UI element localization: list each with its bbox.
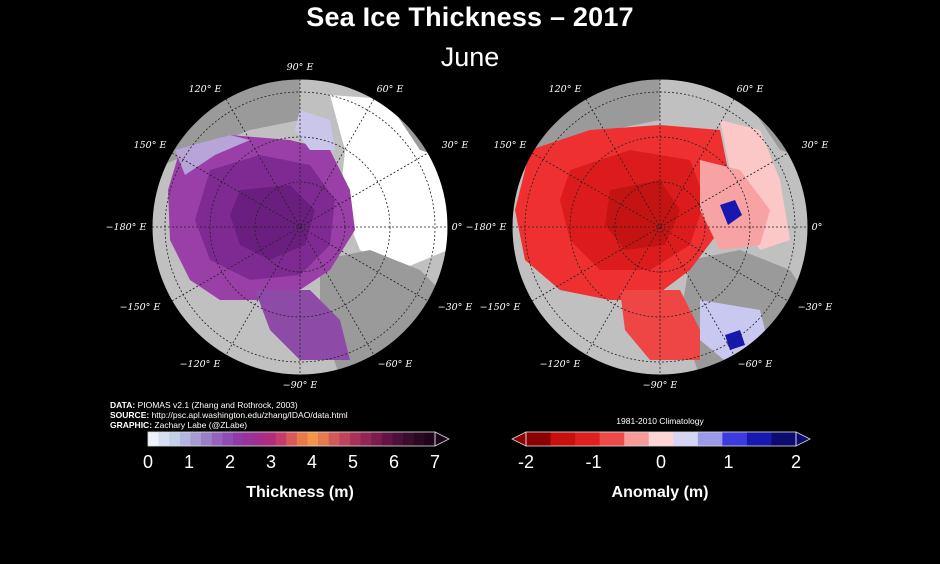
- colorbar-swatch: [360, 432, 372, 446]
- colorbar-swatch: [264, 432, 276, 446]
- lon-label-m90e: −90° E: [283, 380, 318, 391]
- colorbar-swatch: [526, 432, 551, 446]
- data-label: DATA:: [110, 400, 136, 410]
- chart-title: Sea Ice Thickness – 2017: [306, 2, 634, 32]
- colorbar-tick-label: -2: [517, 452, 534, 472]
- lon-label-90e: 90° E: [287, 62, 314, 73]
- lon-label-m180e: −180° E: [106, 222, 147, 233]
- colorbar-swatch: [307, 432, 319, 446]
- colorbar-swatch: [158, 432, 170, 446]
- colorbar-swatch: [190, 432, 202, 446]
- colorbar-swatch: [371, 432, 383, 446]
- thickness-colorbar: [147, 431, 450, 447]
- colorbar-swatch: [201, 432, 213, 446]
- colorbar-tick-label: 4: [306, 452, 317, 472]
- colorbar-swatch: [599, 432, 625, 446]
- lon-label-120e: 120° E: [189, 84, 222, 95]
- lon-label-m120e: −120° E: [180, 359, 221, 370]
- colorbar-tick-label: 2: [790, 452, 801, 472]
- colorbar-swatch: [211, 432, 223, 446]
- colorbar-tick-label: 0: [655, 452, 666, 472]
- lon-label-150e: 150° E: [134, 140, 167, 151]
- lon-label-30e: 30° E: [442, 140, 469, 151]
- colorbar-swatch: [697, 432, 723, 446]
- colorbar-swatch: [148, 432, 159, 446]
- lon-label-120e-right: 120° E: [549, 84, 582, 95]
- colorbar-tick-label: 1: [183, 452, 194, 472]
- colorbar-border: [147, 431, 436, 447]
- colorbar-swatch: [275, 432, 287, 446]
- colorbar-swatch: [349, 432, 361, 446]
- colorbar-tick-label: 3: [265, 452, 276, 472]
- lon-label-m90e-right: −90° E: [643, 380, 678, 391]
- colorbar-swatch: [233, 432, 244, 446]
- lon-label-30e-right: 30° E: [802, 140, 829, 151]
- lon-label-m120e-right: −120° E: [540, 359, 581, 370]
- anomaly-colorbar: [511, 431, 811, 447]
- colorbar-swatch: [179, 432, 191, 446]
- colorbar-swatch: [381, 432, 393, 446]
- graphic-text: Zachary Labe (@ZLabe): [154, 420, 248, 430]
- colorbar-swatch: [403, 432, 415, 446]
- colorbar-tick-label: 5: [347, 452, 358, 472]
- lon-label-m150e: −150° E: [120, 302, 161, 313]
- chart-subtitle: June: [440, 42, 500, 72]
- anomaly-colorbar-title: Anomaly (m): [611, 484, 709, 501]
- colorbar-swatch: [673, 432, 699, 446]
- thickness-map: 90° E 120° E 60° E 150° E 30° E −180° E …: [106, 62, 473, 391]
- colorbar-swatch: [296, 432, 308, 446]
- data-text: PIOMAS v2.1 (Zhang and Rothrock, 2003): [137, 400, 298, 410]
- lon-label-m30e: −30° E: [438, 302, 473, 313]
- colorbar-swatch: [169, 432, 181, 446]
- colorbar-swatch: [575, 432, 600, 446]
- colorbar-swatch: [328, 432, 340, 446]
- credits-block: DATA: PIOMAS v2.1 (Zhang and Rothrock, 2…: [110, 400, 348, 430]
- lon-label-m180e-right: −180° E: [466, 222, 507, 233]
- colorbar-swatch: [771, 432, 797, 446]
- colorbar-swatch: [413, 432, 425, 446]
- colorbar-tick-label: 1: [723, 452, 734, 472]
- colorbar-swatch: [222, 432, 234, 446]
- lon-label-60e-right: 60° E: [737, 84, 764, 95]
- colorbar-swatch: [254, 432, 266, 446]
- thickness-colorbar-title: Thickness (m): [246, 484, 354, 501]
- lon-label-m30e-right: −30° E: [798, 302, 833, 313]
- colorbar-border: [525, 431, 797, 447]
- colorbar-extend-left: [511, 431, 527, 447]
- anomaly-map: 120° E 60° E 150° E 30° E −180° E 0° −15…: [466, 78, 833, 391]
- lon-label-0: 0°: [452, 222, 463, 233]
- colorbar-tick-label: 6: [388, 452, 399, 472]
- colorbar-swatch: [550, 432, 576, 446]
- lon-label-m60e: −60° E: [378, 359, 413, 370]
- colorbar-tick-label: 2: [224, 452, 235, 472]
- colorbar-tick-label: -1: [585, 452, 602, 472]
- colorbar-tick-label: 0: [142, 452, 153, 472]
- colorbar-swatch: [722, 432, 748, 446]
- lon-label-0-right: 0°: [812, 222, 823, 233]
- colorbar-swatch: [392, 432, 404, 446]
- colorbar-tick-label: 7: [429, 452, 440, 472]
- climatology-label: 1981-2010 Climatology: [616, 416, 704, 426]
- colorbar-extend-right: [434, 431, 450, 447]
- lon-label-m150e-right: −150° E: [480, 302, 521, 313]
- colorbar-extend-right: [795, 431, 811, 447]
- colorbar-swatch: [648, 432, 674, 446]
- colorbar-swatch: [424, 432, 436, 446]
- graphic-label: GRAPHIC:: [110, 420, 153, 430]
- source-text: http://psc.apl.washington.edu/zhang/IDAO…: [151, 410, 348, 420]
- colorbar-swatch: [286, 432, 298, 446]
- source-label: SOURCE:: [110, 410, 150, 420]
- lon-label-60e: 60° E: [377, 84, 404, 95]
- colorbar-swatch: [746, 432, 772, 446]
- lon-label-150e-right: 150° E: [494, 140, 527, 151]
- colorbar-swatch: [339, 432, 351, 446]
- colorbar-swatch: [318, 432, 330, 446]
- lon-label-m60e-right: −60° E: [738, 359, 773, 370]
- colorbar-swatch: [243, 432, 255, 446]
- colorbar-swatch: [624, 432, 650, 446]
